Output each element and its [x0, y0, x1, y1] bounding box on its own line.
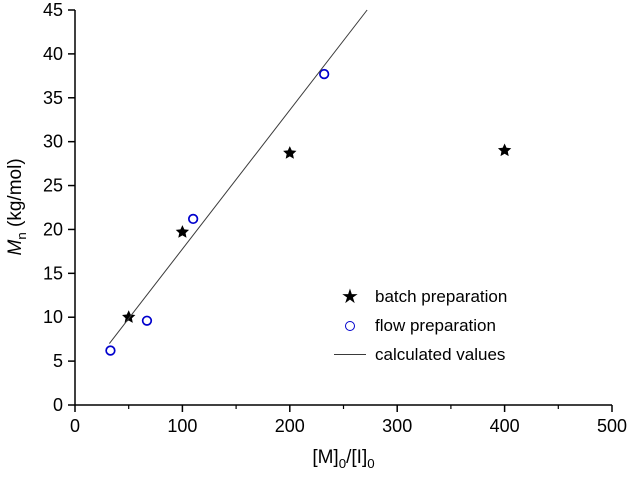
- y-axis-label: Mn (kg/mol): [5, 158, 29, 256]
- data-point-flow: [187, 213, 199, 225]
- y-axis-tick-label: 35: [43, 88, 63, 108]
- star-icon: ★: [341, 285, 359, 308]
- data-point-batch: [122, 310, 136, 323]
- x-axis-label: [M]0/[I]0: [312, 447, 375, 471]
- open-circle-icon: [333, 320, 367, 331]
- y-axis-tick-label: 45: [43, 0, 63, 20]
- y-axis-tick-label: 25: [43, 176, 63, 196]
- x-axis-tick-label: 300: [382, 416, 412, 436]
- y-axis-tick-label: 15: [43, 263, 63, 283]
- x-axis-tick-label: 500: [597, 416, 627, 436]
- calculated-values-line: [108, 9, 368, 344]
- legend-item-calculated: calculated values: [333, 340, 507, 369]
- data-point-batch: [283, 146, 297, 159]
- y-axis-tick-label: 5: [53, 351, 63, 371]
- x-axis-tick-label: 200: [275, 416, 305, 436]
- y-axis-tick-label: 30: [43, 132, 63, 152]
- data-point-flow: [141, 315, 153, 326]
- legend-label: batch preparation: [375, 286, 508, 306]
- y-axis-tick-label: 20: [43, 219, 63, 239]
- x-axis-tick-label: 0: [70, 416, 80, 436]
- legend-label: calculated values: [375, 344, 506, 364]
- legend: ★ batch preparation flow preparation cal…: [333, 282, 507, 369]
- y-axis-tick-label: 10: [43, 307, 63, 327]
- legend-label: flow preparation: [375, 315, 496, 335]
- y-axis-tick-label: 0: [53, 395, 63, 415]
- x-axis-tick-label: 400: [490, 416, 520, 436]
- legend-item-batch: ★ batch preparation: [333, 282, 507, 311]
- x-axis-tick-label: 100: [167, 416, 197, 436]
- data-point-flow: [105, 345, 116, 356]
- data-point-batch: [497, 143, 512, 157]
- data-point-flow: [319, 68, 330, 80]
- line-icon: [333, 354, 367, 355]
- legend-item-flow: flow preparation: [333, 311, 507, 340]
- data-point-batch: [175, 225, 190, 238]
- y-axis-tick-label: 40: [43, 44, 63, 64]
